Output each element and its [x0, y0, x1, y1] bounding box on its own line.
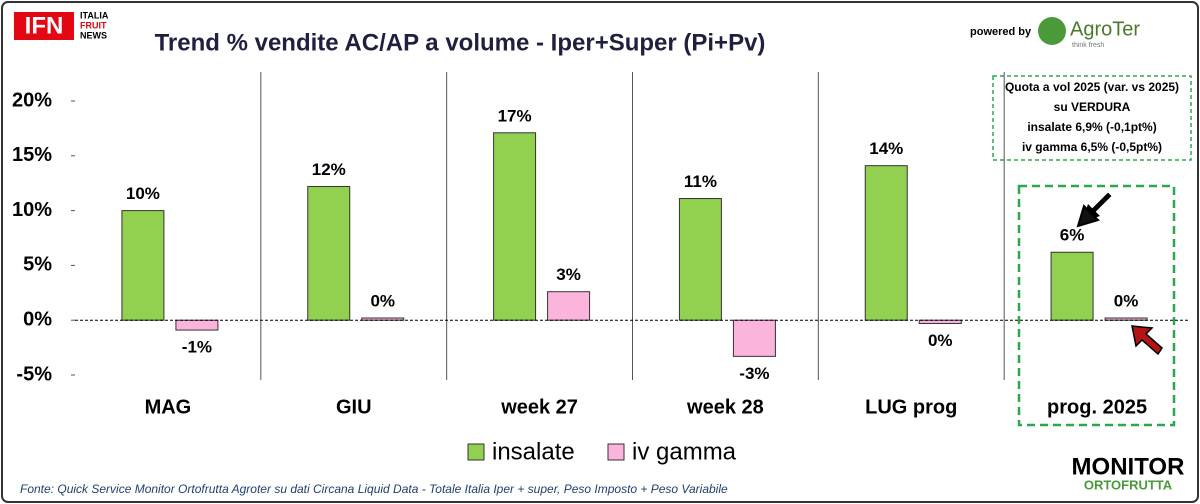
y-tick-label: 10% — [12, 199, 52, 221]
data-label: 0% — [370, 291, 395, 310]
partner-tagline: think fresh — [1072, 42, 1104, 49]
annotation-box — [992, 75, 1192, 161]
data-label: 10% — [126, 184, 160, 203]
data-label: 14% — [869, 139, 903, 158]
data-label: 3% — [556, 265, 581, 284]
brand: MONITOR — [1072, 453, 1185, 480]
y-tick-label: 15% — [12, 144, 52, 166]
annotation: iv gamma 6,5% (-0,5pt%) — [1022, 140, 1162, 154]
bar — [1050, 251, 1094, 321]
logo-line: FRUIT — [80, 20, 107, 30]
legend-swatch — [607, 443, 625, 461]
legend-label: iv gamma — [632, 438, 737, 465]
logo: IFN — [25, 12, 64, 39]
data-label: 6% — [1060, 226, 1085, 245]
data-label: 17% — [498, 106, 532, 125]
x-tick-label: MAG — [145, 396, 192, 418]
legend-label: insalate — [492, 438, 575, 465]
data-label: 0% — [1114, 291, 1139, 310]
annotation: insalate 6,9% (-0,1pt%) — [1027, 120, 1156, 134]
bar — [864, 165, 908, 321]
bar — [732, 319, 776, 357]
bar — [307, 185, 351, 321]
y-tick-label: 5% — [23, 254, 52, 276]
data-label: -1% — [182, 338, 212, 357]
legend-swatch — [467, 443, 485, 461]
partner-icon — [1038, 17, 1066, 45]
x-tick-label: prog. 2025 — [1047, 396, 1147, 418]
x-tick-label: week 27 — [500, 396, 578, 418]
logo-line: NEWS — [80, 30, 107, 40]
logo-box — [14, 12, 74, 40]
data-label: 0% — [928, 331, 953, 350]
y-tick-label: 0% — [23, 308, 52, 330]
bar — [175, 319, 219, 331]
data-label: 12% — [312, 160, 346, 179]
bar — [493, 132, 537, 321]
x-tick-label: week 28 — [686, 396, 764, 418]
y-tick-label: 20% — [12, 89, 52, 111]
y-tick-label: -5% — [16, 363, 52, 385]
arrow — [1131, 325, 1163, 356]
brand: ORTOFRUTTA — [1084, 477, 1173, 492]
data-label: 11% — [684, 172, 717, 191]
data-label: -3% — [739, 364, 769, 383]
bar — [121, 210, 165, 321]
chart-title: Trend % vendite AC/AP a volume - Iper+Su… — [155, 29, 766, 56]
highlight-box — [1017, 184, 1176, 427]
x-tick-label: GIU — [336, 396, 372, 418]
powered-by: powered by — [970, 26, 1032, 38]
logo-line: ITALIA — [80, 10, 109, 20]
bar — [678, 198, 722, 321]
x-tick-label: LUG prog — [865, 396, 957, 418]
annotation: su VERDURA — [1054, 100, 1131, 114]
partner: AgroTer — [1070, 18, 1140, 40]
bar — [547, 291, 591, 321]
arrow — [1076, 192, 1112, 228]
annotation: Quota a vol 2025 (var. vs 2025) — [1005, 80, 1179, 94]
source: Fonte: Quick Service Monitor Ortofrutta … — [20, 482, 728, 496]
